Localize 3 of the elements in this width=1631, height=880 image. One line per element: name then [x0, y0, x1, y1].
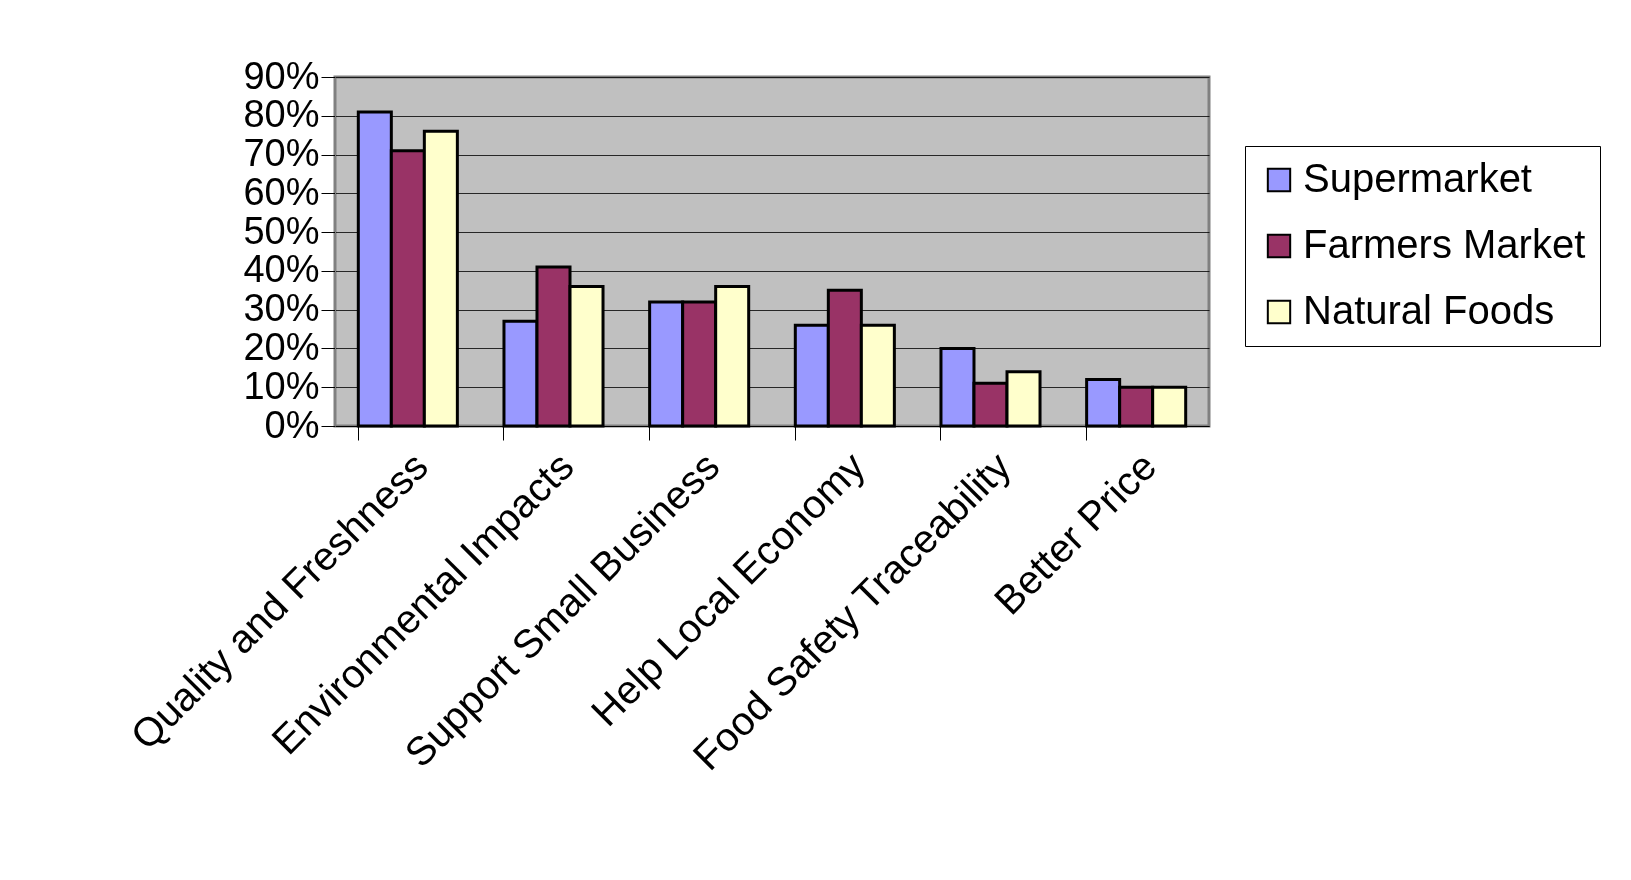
legend-label: Supermarket [1303, 156, 1532, 200]
legend-label: Natural Foods [1303, 288, 1555, 332]
legend-label: Farmers Market [1303, 222, 1586, 266]
